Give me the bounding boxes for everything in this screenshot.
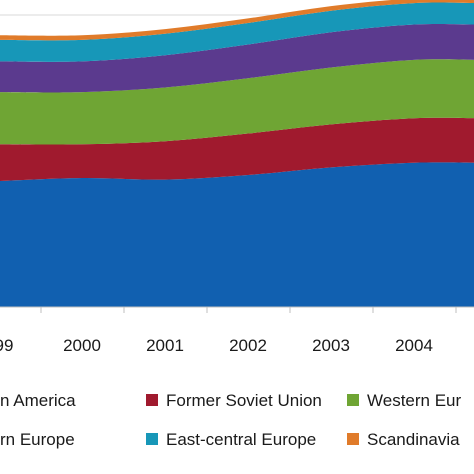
x-tick-label: 99 bbox=[0, 336, 13, 355]
area-rn-europe bbox=[0, 23, 474, 93]
area-east-central-europe bbox=[0, 2, 474, 62]
area-western-eur bbox=[0, 59, 474, 145]
legend-swatch bbox=[347, 433, 359, 445]
legend-swatch bbox=[146, 394, 158, 406]
legend-label: Western Eur bbox=[367, 391, 462, 410]
legend-swatch bbox=[146, 433, 158, 445]
legend-label: n America bbox=[0, 391, 76, 410]
area-series bbox=[0, 0, 474, 308]
x-tick-label: 2001 bbox=[146, 336, 184, 355]
area-scandinavia bbox=[0, 0, 474, 41]
legend-label: rn Europe bbox=[0, 430, 75, 449]
area-n-america bbox=[0, 162, 474, 308]
legend-label: East-central Europe bbox=[166, 430, 316, 449]
legend-swatch bbox=[347, 394, 359, 406]
x-tick-label: 2004 bbox=[395, 336, 433, 355]
legend: n America Former Soviet Union Western Eur r… bbox=[0, 391, 462, 449]
area-former-soviet-union bbox=[0, 117, 474, 182]
x-tick-label: 2002 bbox=[229, 336, 267, 355]
legend-label: Former Soviet Union bbox=[166, 391, 322, 410]
x-tick-label: 2003 bbox=[312, 336, 350, 355]
legend-label: Scandinavia bbox=[367, 430, 460, 449]
x-axis: 99 2000 2001 2002 2003 2004 bbox=[0, 306, 474, 355]
x-tick-label: 2000 bbox=[63, 336, 101, 355]
